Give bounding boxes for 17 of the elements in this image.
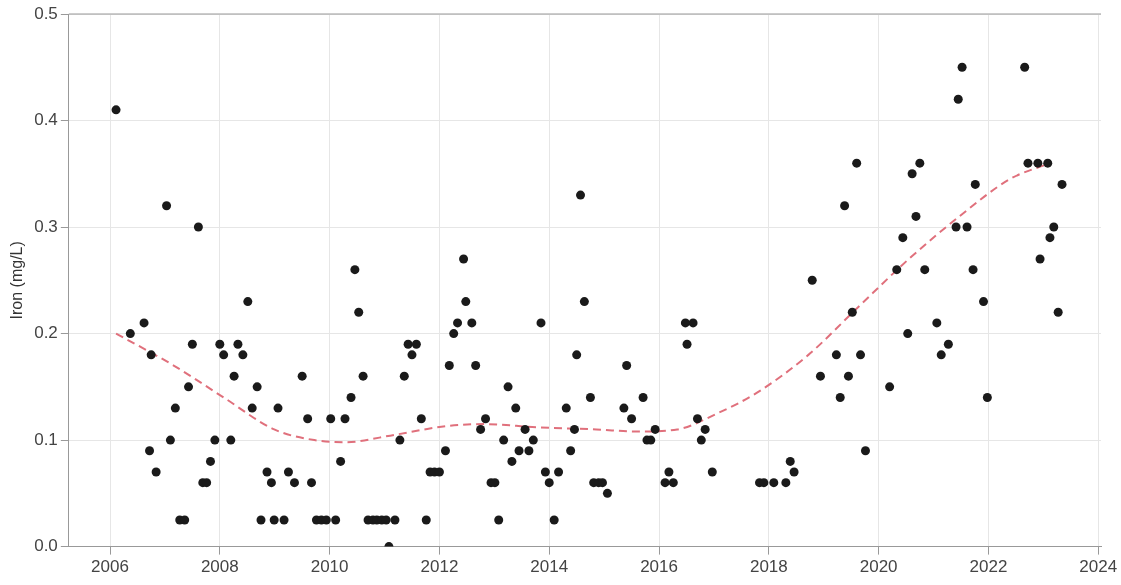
- y-tick-label: 0.2: [34, 323, 58, 343]
- x-tick-label: 2024: [1079, 557, 1118, 577]
- y-tick-label: 0.5: [34, 3, 58, 23]
- y-tick-label: 0.1: [34, 429, 58, 449]
- x-tick-label: 2008: [200, 557, 239, 577]
- x-tick-label: 2014: [530, 557, 569, 577]
- x-tick-label: 2006: [91, 557, 129, 577]
- x-tick-label: 2020: [859, 557, 898, 577]
- y-tick-label: 0.0: [34, 536, 58, 556]
- x-tick-label: 2016: [640, 557, 678, 577]
- y-tick-label: 0.3: [34, 216, 58, 236]
- x-tick-label: 2012: [420, 557, 459, 577]
- y-axis-title: Iron (mg/L): [8, 241, 26, 320]
- x-tick-label: 2022: [969, 557, 1008, 577]
- x-tick-label: 2010: [310, 557, 349, 577]
- y-tick-label: 0.4: [34, 110, 58, 130]
- x-tick-label: 2018: [749, 557, 788, 577]
